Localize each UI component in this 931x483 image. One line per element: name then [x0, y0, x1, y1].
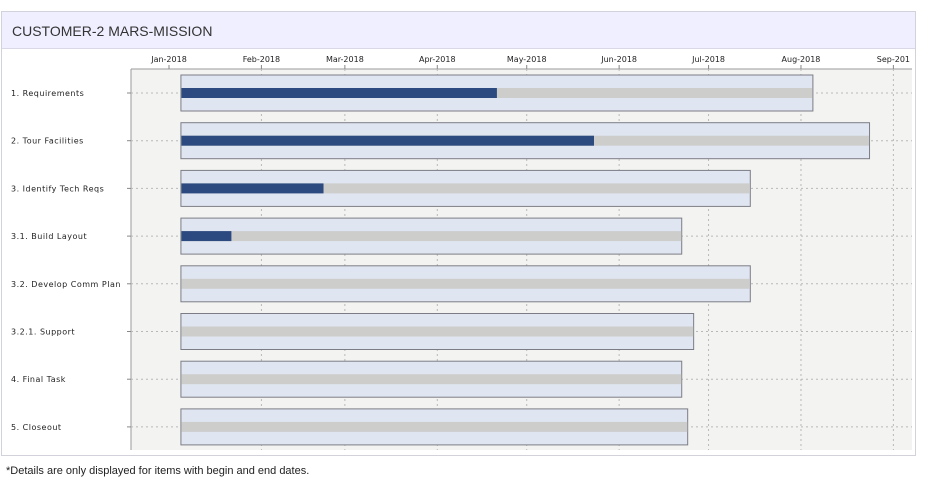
x-tick-label: Jan-2018 — [150, 55, 187, 64]
task-progress — [181, 231, 232, 242]
task-label: 3.1. Build Layout — [11, 232, 87, 241]
x-tick-label: Jul-2018 — [691, 55, 725, 64]
gantt-chart: Jan-2018 Feb-2018 Mar-2018 Apr-2018 May-2018… — [11, 55, 912, 450]
task-track — [181, 421, 688, 432]
task-label: 5. Closeout — [11, 423, 62, 432]
x-tick-label: Apr-2018 — [419, 55, 456, 64]
task-track — [181, 231, 682, 242]
x-tick-label: May-2018 — [507, 55, 547, 64]
task-label: 2. Tour Facilities — [11, 137, 84, 146]
footnote: *Details are only displayed for items wi… — [6, 465, 310, 477]
x-tick-label: Sep-201 — [877, 55, 910, 64]
task-label: 3.2.1. Support — [11, 328, 75, 337]
task-track — [181, 183, 750, 194]
task-progress — [181, 183, 324, 194]
task-progress — [181, 88, 497, 98]
x-tick-label: Feb-2018 — [243, 55, 280, 64]
task-track — [181, 326, 694, 337]
task-track — [181, 374, 682, 385]
page-title: CUSTOMER-2 MARS-MISSION — [12, 23, 213, 39]
task-label: 3. Identify Tech Reqs — [11, 184, 104, 193]
x-tick-label: Jun-2018 — [600, 55, 637, 64]
x-tick-label: Aug-2018 — [782, 55, 821, 64]
task-label: 1. Requirements — [11, 89, 84, 98]
task-progress — [181, 135, 594, 146]
panel-header: CUSTOMER-2 MARS-MISSION — [2, 12, 915, 49]
task-label: 4. Final Task — [11, 375, 66, 384]
task-label: 3.2. Develop Comm Plan — [11, 280, 121, 289]
x-tick-label: Mar-2018 — [326, 55, 364, 64]
task-track — [181, 278, 750, 289]
